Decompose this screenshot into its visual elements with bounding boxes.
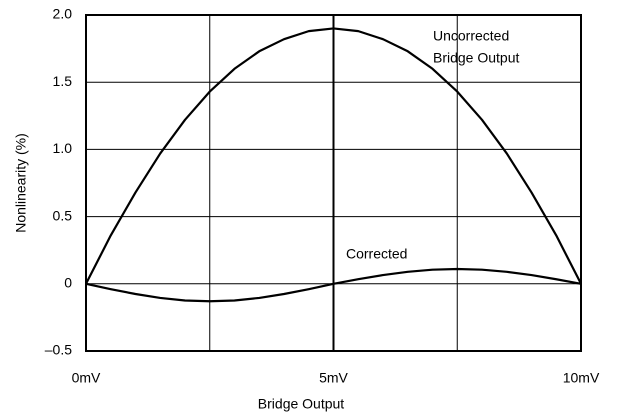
x-tick-label: 10mV bbox=[563, 370, 600, 386]
y-tick-label: 0.5 bbox=[53, 207, 73, 223]
y-tick-label: 2.0 bbox=[53, 6, 73, 22]
y-tick-label: 1.0 bbox=[53, 140, 73, 156]
annotation: Corrected bbox=[346, 246, 407, 262]
line-series bbox=[85, 27, 582, 285]
y-tick-label: 1.5 bbox=[53, 73, 73, 89]
x-tick-label: 5mV bbox=[319, 370, 348, 386]
plot-frame bbox=[85, 14, 582, 352]
annotation: Uncorrected bbox=[433, 28, 509, 44]
y-tick-label: 0 bbox=[64, 275, 72, 291]
x-tick-label: 0mV bbox=[72, 370, 101, 386]
y-axis-label: Nonlinearity (%) bbox=[13, 133, 29, 233]
line-series bbox=[85, 267, 582, 303]
annotation: Bridge Output bbox=[433, 50, 519, 66]
x-axis-label: Bridge Output bbox=[258, 396, 344, 412]
y-tick-label: –0.5 bbox=[45, 342, 72, 358]
